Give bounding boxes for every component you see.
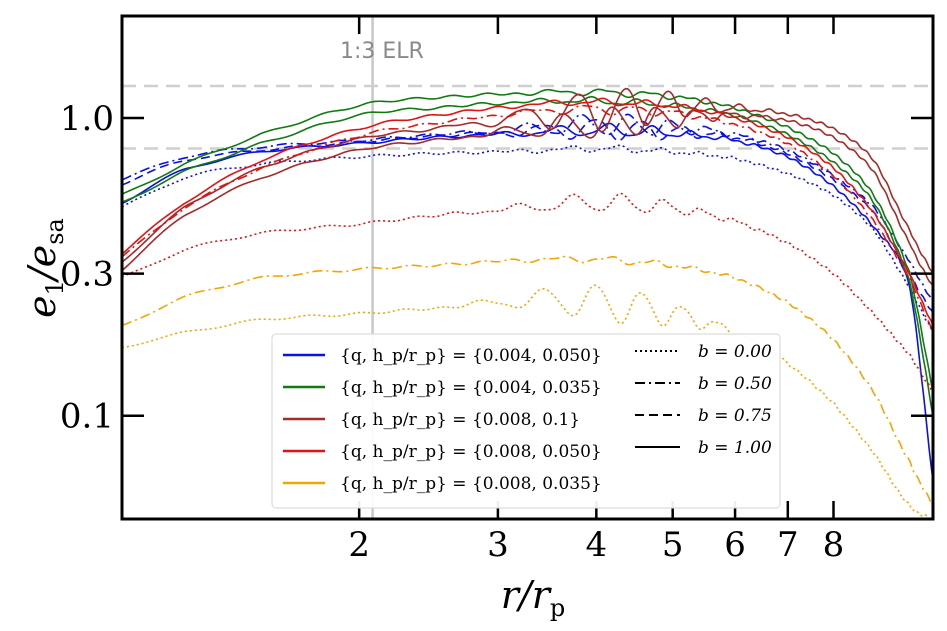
x-tick-label-2: 2 — [348, 525, 370, 565]
series-line-12 — [122, 284, 933, 519]
plot-frame — [120, 14, 935, 521]
legend-label-1: {q, h_p/r_p} = {0.004, 0.035} — [340, 378, 602, 398]
legend-style-label-0: b = 0.00 — [698, 342, 772, 362]
legend-style-label-2: b = 0.75 — [698, 406, 772, 426]
x-tick-label-4: 4 — [586, 525, 608, 565]
series-line-8 — [122, 97, 933, 326]
series-line-4 — [122, 88, 933, 394]
y-tick-label-0.1: 0.1 — [60, 397, 114, 437]
legend-style-label-1: b = 0.50 — [698, 374, 772, 394]
x-tick-label-6: 6 — [724, 525, 746, 565]
series-line-1 — [122, 118, 933, 314]
series-lines — [122, 87, 933, 519]
elr-annotation: 1:3 ELR — [340, 39, 424, 64]
legend-frame — [271, 333, 781, 509]
y-tick-label-0.3: 0.3 — [60, 255, 114, 295]
legend-label-0: {q, h_p/r_p} = {0.004, 0.050} — [340, 346, 602, 366]
series-line-10 — [122, 192, 933, 394]
tick-labels: 2 3 4 5 6 7 8 1.0 0.3 0.1 — [60, 99, 844, 565]
x-tick-label-5: 5 — [662, 525, 684, 565]
series-line-11 — [122, 255, 933, 507]
legend-label-2: {q, h_p/r_p} = {0.008, 0.1} — [340, 410, 580, 430]
series-line-5 — [122, 95, 933, 417]
legend-label-3: {q, h_p/r_p} = {0.008, 0.050} — [340, 442, 602, 462]
x-tick-label-3: 3 — [487, 525, 509, 565]
legend-style-label-3: b = 1.00 — [698, 438, 772, 458]
legend-label-4: {q, h_p/r_p} = {0.008, 0.035} — [340, 474, 602, 494]
y-tick-label-1.0: 1.0 — [60, 99, 114, 139]
series-line-7 — [122, 106, 933, 287]
series-line-9 — [122, 104, 933, 334]
x-tick-label-7: 7 — [777, 525, 799, 565]
y-axis-label: e1/esa — [20, 218, 69, 318]
series-line-3 — [122, 144, 933, 334]
series-line-2 — [122, 113, 933, 303]
x-axis-label: r/rp — [501, 573, 566, 622]
x-tick-label-8: 8 — [823, 525, 845, 565]
legend: {q, h_p/r_p} = {0.004, 0.050} {q, h_p/r_p… — [271, 333, 781, 509]
